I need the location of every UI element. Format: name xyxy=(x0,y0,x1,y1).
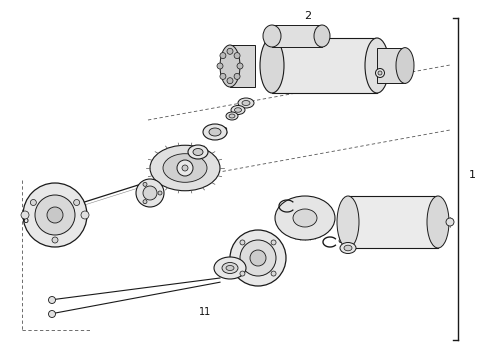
Ellipse shape xyxy=(337,196,359,248)
Circle shape xyxy=(237,63,243,69)
Ellipse shape xyxy=(188,145,208,159)
Ellipse shape xyxy=(203,124,227,140)
Circle shape xyxy=(234,73,240,80)
Circle shape xyxy=(250,250,266,266)
Text: 7: 7 xyxy=(412,203,418,213)
Circle shape xyxy=(220,73,226,80)
Ellipse shape xyxy=(209,128,221,136)
Ellipse shape xyxy=(427,196,449,248)
Ellipse shape xyxy=(163,154,207,182)
Ellipse shape xyxy=(238,98,254,108)
Bar xyxy=(377,48,405,84)
Circle shape xyxy=(446,218,454,226)
Text: 2: 2 xyxy=(304,11,312,21)
Ellipse shape xyxy=(231,105,245,114)
Ellipse shape xyxy=(220,45,240,87)
Circle shape xyxy=(230,230,286,286)
Ellipse shape xyxy=(226,112,238,120)
Circle shape xyxy=(136,179,164,207)
Circle shape xyxy=(182,165,188,171)
Circle shape xyxy=(23,183,87,247)
Text: 8: 8 xyxy=(337,235,343,245)
Circle shape xyxy=(143,200,147,204)
Circle shape xyxy=(143,186,157,200)
Circle shape xyxy=(271,240,276,245)
Ellipse shape xyxy=(226,266,234,270)
Text: 3: 3 xyxy=(221,127,227,137)
Circle shape xyxy=(220,53,226,59)
Circle shape xyxy=(49,297,55,303)
Text: 1: 1 xyxy=(468,170,475,180)
Ellipse shape xyxy=(242,100,250,105)
Circle shape xyxy=(143,182,147,186)
Circle shape xyxy=(227,78,233,84)
Circle shape xyxy=(177,160,193,176)
Text: 9: 9 xyxy=(265,273,271,283)
Text: 5: 5 xyxy=(147,188,153,198)
Text: 6: 6 xyxy=(22,215,28,225)
Circle shape xyxy=(240,240,276,276)
Circle shape xyxy=(52,237,58,243)
Ellipse shape xyxy=(396,48,414,84)
Circle shape xyxy=(240,240,245,245)
Circle shape xyxy=(240,271,245,276)
Text: 4: 4 xyxy=(197,153,203,163)
Circle shape xyxy=(227,48,233,54)
Ellipse shape xyxy=(229,114,235,118)
Ellipse shape xyxy=(193,149,203,156)
Circle shape xyxy=(158,191,162,195)
Circle shape xyxy=(81,211,89,219)
Ellipse shape xyxy=(365,38,389,93)
Text: 10: 10 xyxy=(374,67,386,77)
Ellipse shape xyxy=(260,38,284,93)
Circle shape xyxy=(30,199,36,206)
Circle shape xyxy=(74,199,80,206)
Ellipse shape xyxy=(263,25,281,47)
Text: 11: 11 xyxy=(199,307,211,317)
Ellipse shape xyxy=(314,25,330,47)
Ellipse shape xyxy=(150,145,220,191)
Bar xyxy=(272,25,322,47)
Ellipse shape xyxy=(275,196,335,240)
Ellipse shape xyxy=(340,243,356,253)
Circle shape xyxy=(47,207,63,223)
Circle shape xyxy=(49,310,55,318)
Bar xyxy=(348,196,438,248)
Circle shape xyxy=(35,195,75,235)
Circle shape xyxy=(271,271,276,276)
Bar xyxy=(272,38,377,93)
Circle shape xyxy=(234,53,240,59)
Circle shape xyxy=(375,68,385,77)
Text: 10: 10 xyxy=(222,260,234,270)
Ellipse shape xyxy=(222,262,238,274)
Ellipse shape xyxy=(235,108,242,112)
Ellipse shape xyxy=(214,257,246,279)
Bar xyxy=(230,45,255,87)
Circle shape xyxy=(217,63,223,69)
Ellipse shape xyxy=(293,209,317,227)
Ellipse shape xyxy=(344,245,352,251)
Circle shape xyxy=(378,71,382,75)
Circle shape xyxy=(21,211,29,219)
